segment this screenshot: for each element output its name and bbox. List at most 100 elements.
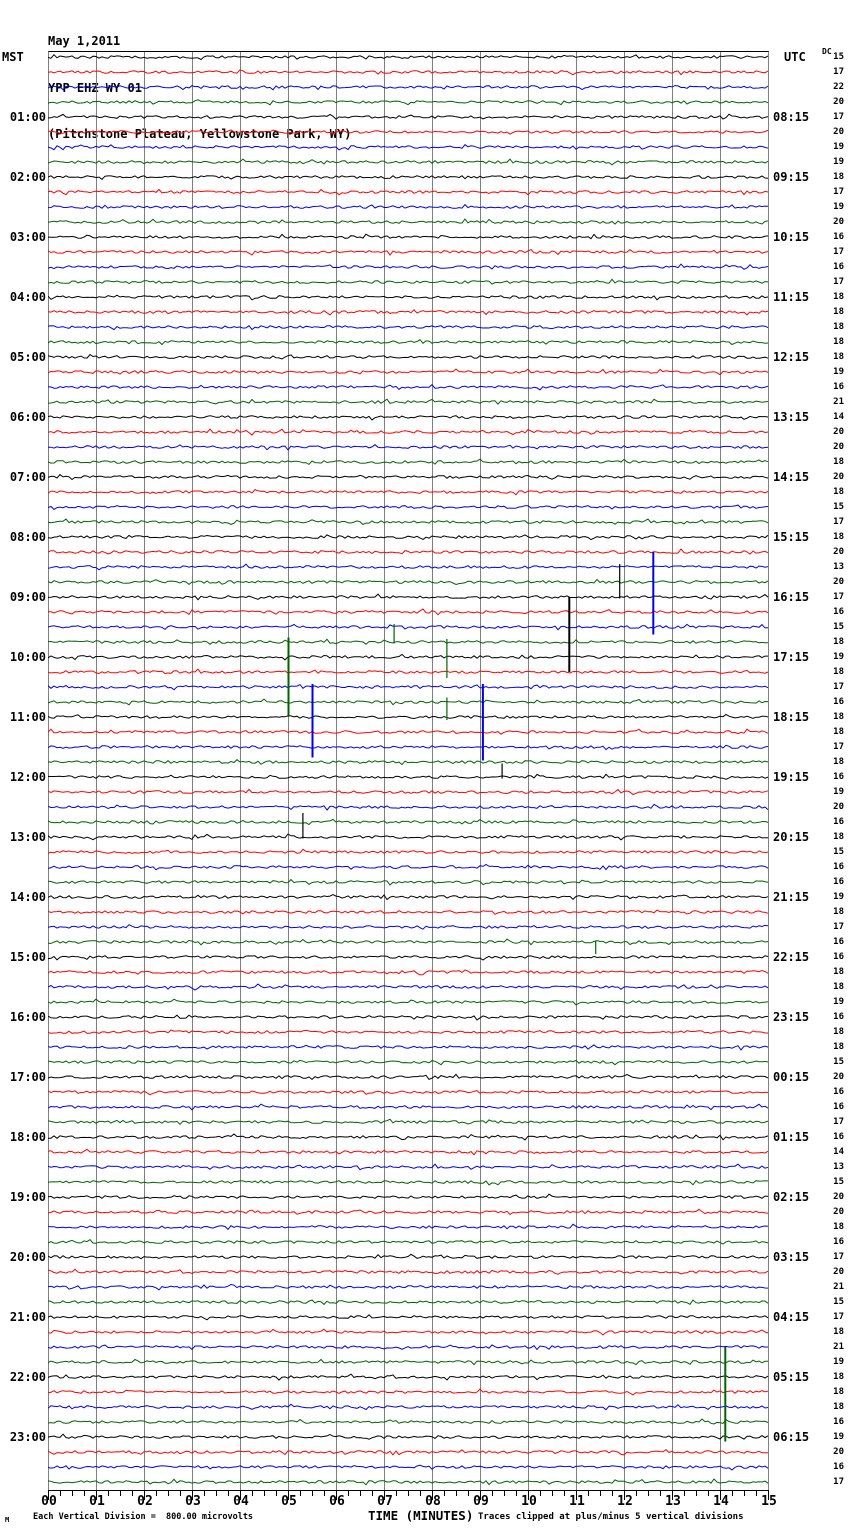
dc-offset-value: 19	[833, 142, 844, 152]
trace-row	[48, 623, 769, 631]
dc-offset-value: 17	[833, 922, 844, 932]
mst-hour-label: 16:00	[9, 1010, 46, 1024]
utc-hour-label: 16:15	[773, 590, 810, 604]
minute-tick-label: 03	[185, 1494, 201, 1509]
utc-hour-label: 08:15	[773, 110, 810, 124]
mst-hour-label: 23:00	[9, 1430, 46, 1444]
trace-row	[48, 129, 769, 135]
trace-row	[48, 339, 769, 346]
dc-offset-value: 17	[833, 1477, 844, 1487]
dc-offset-value: 19	[833, 652, 844, 662]
dc-offset-value: 16	[833, 1462, 844, 1472]
trace-row	[48, 878, 769, 886]
dc-offset-value: 17	[833, 67, 844, 77]
trace-row	[48, 458, 769, 466]
trace-row	[48, 113, 769, 120]
trace-row	[48, 833, 769, 841]
dc-offset-value: 18	[833, 712, 844, 722]
trace-row	[48, 398, 769, 405]
dc-offset-value: 18	[833, 322, 844, 332]
trace-row	[48, 1283, 769, 1291]
trace-row	[48, 1133, 769, 1141]
trace-row	[48, 1208, 769, 1216]
minute-tick-label: 10	[521, 1494, 537, 1509]
utc-hour-label: 13:15	[773, 410, 810, 424]
dc-offset-value: 16	[833, 862, 844, 872]
mst-hour-label: 14:00	[9, 890, 46, 904]
trace-row	[48, 1328, 769, 1336]
dc-offset-value: 18	[833, 907, 844, 917]
trace-row	[48, 563, 769, 571]
trace-row	[48, 818, 769, 826]
trace-row	[48, 638, 768, 645]
trace-row	[48, 1373, 769, 1381]
trace-row	[48, 504, 769, 511]
dc-offset-value: 20	[833, 442, 844, 452]
x-axis-title: TIME (MINUTES)	[368, 1508, 474, 1523]
dc-offset-value: 16	[833, 1417, 844, 1427]
trace-row	[48, 683, 769, 691]
trace-row	[48, 248, 769, 256]
minute-tick-label: 06	[329, 1494, 345, 1509]
dc-offset-value: 16	[833, 262, 844, 272]
trace-row	[48, 1478, 769, 1486]
mst-hour-label: 22:00	[9, 1370, 46, 1384]
trace-row	[48, 713, 769, 720]
trace-row	[48, 1223, 769, 1231]
utc-hour-label: 20:15	[773, 830, 810, 844]
trace-row	[48, 1433, 769, 1440]
dc-offset-value: 18	[833, 352, 844, 362]
trace-row	[48, 848, 769, 854]
dc-offset-value: 22	[833, 82, 844, 92]
header-block: May 1,2011 YPP EHZ WY 01 (Pitchstone Pla…	[48, 3, 351, 174]
dc-offset-value: 17	[833, 592, 844, 602]
dc-offset-value: 20	[833, 1267, 844, 1277]
dc-offset-value: 16	[833, 232, 844, 242]
mst-hour-label: 07:00	[9, 470, 46, 484]
trace-row	[48, 309, 769, 316]
trace-row	[48, 955, 769, 961]
mst-hour-label: 17:00	[9, 1070, 46, 1084]
utc-hour-label: 17:15	[773, 650, 810, 664]
dc-offset-value: 17	[833, 742, 844, 752]
trace-row	[48, 144, 769, 151]
dc-offset-value: 17	[833, 1252, 844, 1262]
dc-offset-value: 20	[833, 1207, 844, 1217]
dc-offset-value: 20	[833, 127, 844, 137]
utc-hour-label: 09:15	[773, 170, 810, 184]
trace-row	[48, 1238, 769, 1245]
clip-note: Traces clipped at plus/minus 5 vertical …	[478, 1512, 744, 1522]
trace-row	[48, 1073, 769, 1081]
utc-hour-label: 19:15	[773, 770, 810, 784]
mst-hour-label: 08:00	[9, 530, 46, 544]
trace-row	[48, 924, 769, 930]
trace-row	[48, 53, 769, 61]
utc-hour-label: 11:15	[773, 290, 810, 304]
trace-row	[48, 1029, 768, 1034]
dc-offset-value: 18	[833, 1327, 844, 1337]
dc-offset-value: 18	[833, 532, 844, 542]
trace-row	[48, 1403, 769, 1411]
dc-offset-value: 21	[833, 1282, 844, 1292]
dc-offset-value: 16	[833, 772, 844, 782]
trace-row	[48, 983, 769, 991]
trace-row	[48, 1253, 769, 1260]
dc-offset-value: 20	[833, 427, 844, 437]
minute-tick-label: 13	[665, 1494, 681, 1509]
trace-row	[48, 803, 769, 811]
dc-offset-value: 16	[833, 1012, 844, 1022]
dc-offset-value: 17	[833, 1117, 844, 1127]
mst-hour-label: 18:00	[9, 1130, 46, 1144]
dc-offset-value: 16	[833, 1087, 844, 1097]
minute-tick-label: 14	[713, 1494, 729, 1509]
trace-row	[48, 69, 769, 76]
trace-row	[48, 863, 769, 871]
trace-row	[48, 548, 769, 555]
trace-row	[48, 188, 769, 196]
trace-row	[48, 668, 769, 675]
trace-row	[48, 1148, 769, 1156]
dc-offset-value: 21	[833, 397, 844, 407]
scale-note: Each Vertical Division = 800.00 microvol…	[33, 1512, 254, 1522]
trace-row	[48, 444, 769, 451]
dc-offset-value: 19	[833, 787, 844, 797]
